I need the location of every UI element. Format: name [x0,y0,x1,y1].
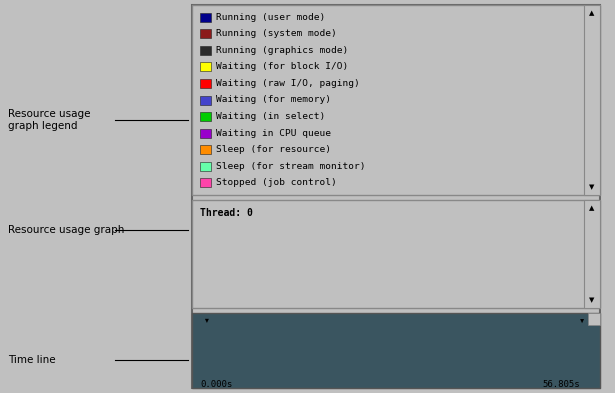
Bar [200,162,211,171]
Bar [200,62,211,72]
Text: Resource usage
graph legend: Resource usage graph legend [8,109,90,131]
Text: Waiting (in select): Waiting (in select) [216,112,325,121]
Text: 56.805s: 56.805s [542,380,580,389]
Text: Running (user mode): Running (user mode) [216,13,325,22]
Text: Time line: Time line [8,354,55,365]
Bar [192,313,600,388]
Text: ▸: ▸ [578,318,587,322]
Text: Thread: 0: Thread: 0 [200,208,253,218]
Bar [200,112,211,121]
Text: ▲: ▲ [589,205,595,211]
Text: Stopped (job control): Stopped (job control) [216,178,337,187]
Text: Resource usage graph: Resource usage graph [8,225,124,235]
Text: Running (graphics mode): Running (graphics mode) [216,46,348,55]
Text: ▼: ▼ [589,297,595,303]
Text: Sleep (for resource): Sleep (for resource) [216,145,331,154]
Bar [200,29,211,39]
Text: 0.000s: 0.000s [200,380,232,389]
Text: Waiting in CPU queue: Waiting in CPU queue [216,129,331,138]
Text: ▲: ▲ [589,10,595,16]
Bar [200,79,211,88]
Bar [200,178,211,187]
Text: ▼: ▼ [589,184,595,190]
Bar [200,46,211,55]
Text: Waiting (for block I/O): Waiting (for block I/O) [216,62,348,72]
Bar [200,95,211,105]
Text: Sleep (for stream monitor): Sleep (for stream monitor) [216,162,365,171]
Bar [192,5,600,388]
Bar [200,129,211,138]
Bar [588,313,600,325]
Bar [192,200,600,308]
Bar [584,200,600,308]
Text: Waiting (raw I/O, paging): Waiting (raw I/O, paging) [216,79,360,88]
Bar [200,13,211,22]
Bar [200,145,211,154]
Text: Waiting (for memory): Waiting (for memory) [216,95,331,105]
Text: Running (system mode): Running (system mode) [216,29,337,39]
Text: ◂: ◂ [202,318,211,322]
Bar [584,5,600,195]
Bar [192,5,600,195]
